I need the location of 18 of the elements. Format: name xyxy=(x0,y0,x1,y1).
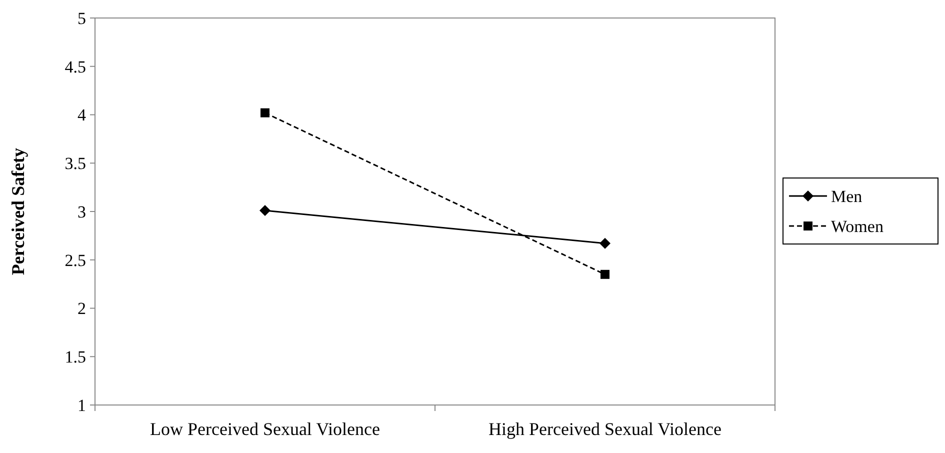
y-tick-label: 4.5 xyxy=(64,57,86,76)
legend-label: Women xyxy=(831,216,884,236)
point xyxy=(260,108,270,118)
y-tick-label: 3 xyxy=(78,202,86,222)
x-tick-label: High Perceived Sexual Violence xyxy=(488,419,722,439)
y-tick-label: 5 xyxy=(78,8,86,28)
legend-label: Men xyxy=(831,186,863,206)
y-tick-label: 3.5 xyxy=(64,154,86,174)
point xyxy=(600,238,610,249)
point xyxy=(600,270,610,279)
y-tick-label: 4 xyxy=(78,106,86,125)
y-tick-label: 1 xyxy=(78,396,86,415)
y-tick-label: 2 xyxy=(78,299,86,318)
y-tick-label: 2.5 xyxy=(64,250,86,270)
x-tick-label: Low Perceived Sexual Violence xyxy=(150,419,380,439)
y-axis-title: Perceived Safety xyxy=(8,148,28,276)
y-tick-label: 1.5 xyxy=(64,348,86,367)
point xyxy=(260,205,270,216)
